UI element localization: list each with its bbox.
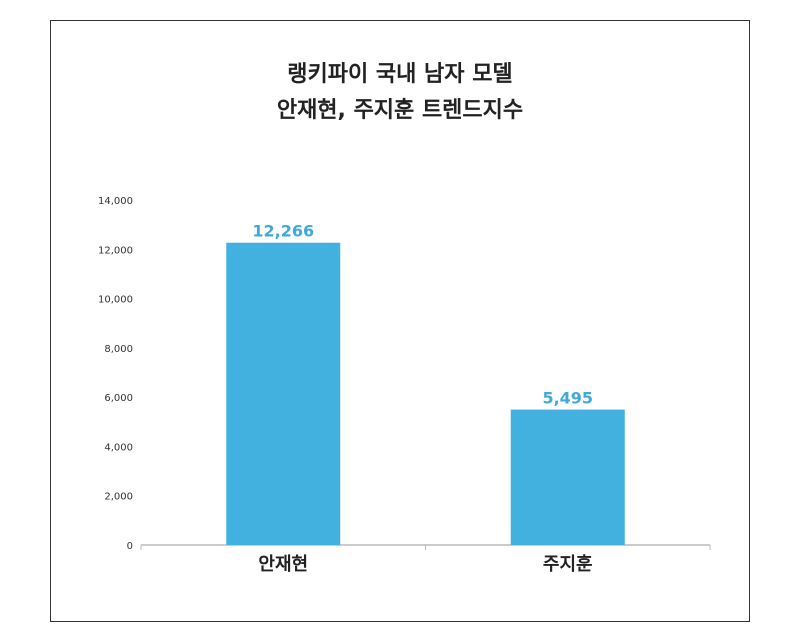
chart-title-line1: 랭키파이 국내 남자 모델 bbox=[287, 62, 513, 87]
y-tick-label: 8,000 bbox=[104, 344, 133, 355]
y-tick-label: 6,000 bbox=[104, 393, 133, 404]
bar-2 bbox=[510, 409, 625, 545]
y-tick-label: 2,000 bbox=[104, 492, 133, 503]
category-label-1: 안재현 bbox=[258, 554, 308, 575]
chart-frame bbox=[50, 20, 750, 622]
y-tick-label: 14,000 bbox=[98, 196, 133, 207]
y-tick-label: 4,000 bbox=[104, 442, 133, 453]
data-label-1: 12,266 bbox=[252, 222, 314, 241]
y-tick-label: 0 bbox=[127, 541, 133, 552]
chart-title-line2: 안재현, 주지훈 트렌드지수 bbox=[276, 98, 524, 123]
bar-1 bbox=[226, 242, 341, 545]
data-label-2: 5,495 bbox=[542, 389, 593, 408]
y-tick-label: 10,000 bbox=[98, 295, 133, 306]
y-tick-label: 12,000 bbox=[98, 245, 133, 256]
category-label-2: 주지훈 bbox=[543, 553, 593, 575]
